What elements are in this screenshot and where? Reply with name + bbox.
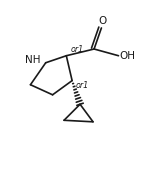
Text: OH: OH [120, 51, 136, 61]
Text: NH: NH [25, 55, 40, 65]
Text: O: O [98, 16, 106, 26]
Text: or1: or1 [76, 81, 89, 90]
Text: or1: or1 [70, 45, 83, 54]
